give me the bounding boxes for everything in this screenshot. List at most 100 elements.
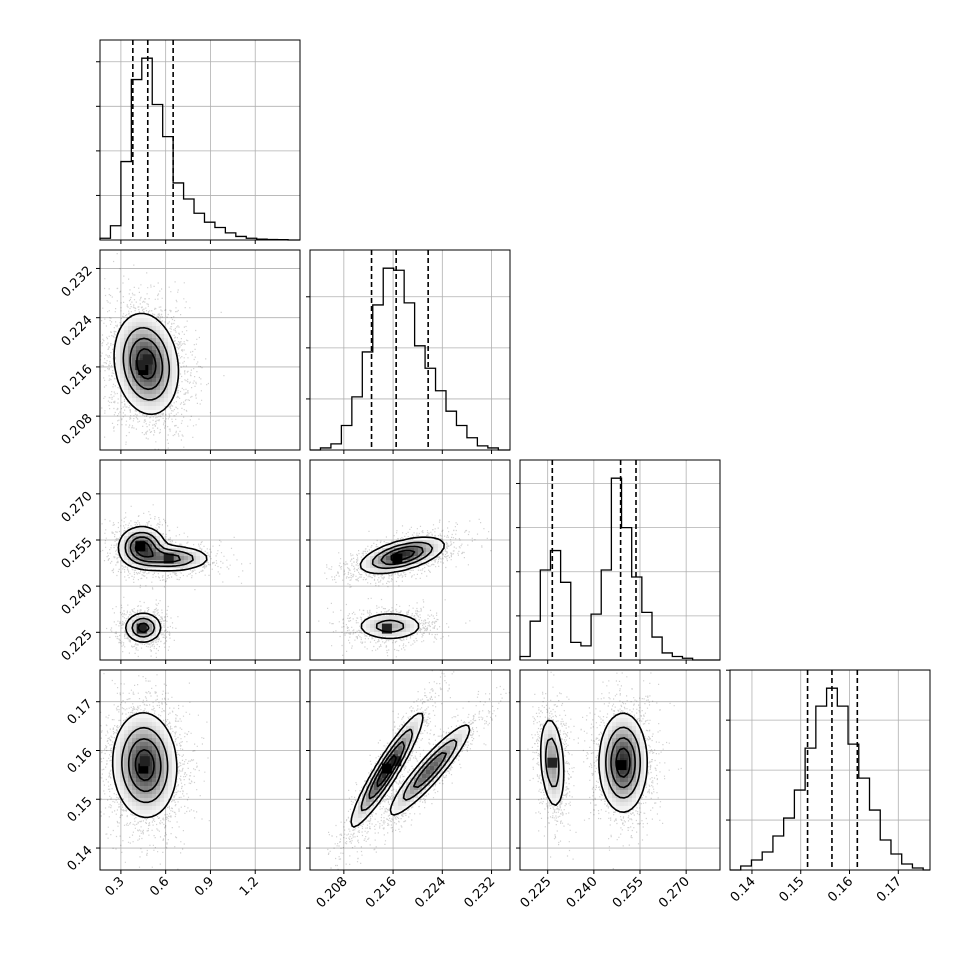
y-tick-label-1-3: 0.232 — [59, 264, 96, 301]
density-cell — [164, 354, 169, 359]
density-cell — [462, 726, 467, 731]
density-cell — [132, 314, 137, 319]
density-cell — [378, 786, 383, 791]
density-cell — [156, 730, 161, 735]
density-cell — [632, 742, 637, 747]
density-cell — [608, 798, 613, 803]
contour-level-3 — [390, 549, 416, 562]
density-cell — [148, 762, 153, 767]
density-cell — [370, 628, 375, 633]
density-cell — [386, 758, 391, 763]
density-cell — [148, 540, 153, 545]
density-cell — [370, 632, 375, 637]
density-cell — [164, 342, 169, 347]
density-cell — [156, 354, 161, 359]
density-cell — [140, 382, 145, 387]
density-cell — [172, 774, 177, 779]
density-cell — [556, 782, 561, 787]
density-cell — [132, 802, 137, 807]
density-cell — [128, 718, 133, 723]
density-cell — [422, 548, 427, 553]
density-cell — [552, 770, 557, 775]
density-cell — [148, 334, 153, 339]
density-cell — [366, 620, 371, 625]
density-cell — [156, 766, 161, 771]
density-cell — [152, 394, 157, 399]
density-cell — [422, 790, 427, 795]
density-cell — [132, 386, 137, 391]
density-cell — [168, 750, 173, 755]
density-cell — [132, 806, 137, 811]
density-cell — [120, 750, 125, 755]
density-cell — [600, 774, 605, 779]
density-cell — [132, 766, 137, 771]
density-cell — [378, 770, 383, 775]
density-cell — [164, 390, 169, 395]
panel-content — [310, 670, 510, 870]
density-cell — [140, 406, 145, 411]
density-cell — [128, 540, 133, 545]
density-cell — [128, 794, 133, 799]
density-cell — [552, 750, 557, 755]
density-cell — [620, 806, 625, 811]
density-cell — [386, 544, 391, 549]
density-cell — [450, 758, 455, 763]
density-cell — [394, 568, 399, 573]
density-cell — [160, 346, 165, 351]
density-cell — [144, 636, 149, 641]
density-cell — [164, 730, 169, 735]
y-tick-label-3-0: 0.14 — [65, 843, 96, 874]
density-cell — [152, 782, 157, 787]
density-cell — [552, 794, 557, 799]
density-cell — [136, 782, 141, 787]
density-cell — [410, 628, 415, 633]
density-cell — [140, 560, 145, 565]
density-cell — [358, 802, 363, 807]
density-cell — [144, 322, 149, 327]
density-cell — [152, 350, 157, 355]
density-cell — [196, 556, 201, 561]
density-cell — [128, 782, 133, 787]
density-cell — [422, 540, 427, 545]
density-cell — [612, 762, 617, 767]
density-cell — [374, 794, 379, 799]
density-cell — [540, 746, 545, 751]
density-cell — [136, 330, 141, 335]
density-cell — [172, 390, 177, 395]
density-cell — [164, 334, 169, 339]
scatter-panel-1-3 — [306, 669, 511, 874]
density-cell — [628, 734, 633, 739]
density-cell — [152, 362, 157, 367]
panel-frame — [309, 459, 511, 661]
density-cell — [152, 374, 157, 379]
density-cell — [156, 620, 161, 625]
density-cell — [124, 394, 129, 399]
density-cell — [112, 770, 117, 775]
density-cell — [390, 778, 395, 783]
density-cell — [410, 620, 415, 625]
density-cell — [434, 758, 439, 763]
density-cell — [144, 714, 149, 719]
density-cell — [406, 782, 411, 787]
density-cell — [124, 354, 129, 359]
density-cell — [620, 754, 625, 759]
density-cell — [544, 782, 549, 787]
density-cell — [128, 532, 133, 537]
density-cell — [116, 334, 121, 339]
density-cell — [128, 726, 133, 731]
density-cell — [124, 556, 129, 561]
density-cell — [168, 386, 173, 391]
density-cell — [148, 770, 153, 775]
density-cell — [132, 334, 137, 339]
density-cell — [426, 766, 431, 771]
density-cell — [406, 734, 411, 739]
density-cell — [148, 746, 153, 751]
density-cell — [144, 338, 149, 343]
density-cell — [124, 338, 129, 343]
density-cell — [410, 774, 415, 779]
scatter-panel-0-3 — [96, 669, 301, 874]
density-cell — [394, 628, 399, 633]
density-cell — [136, 742, 141, 747]
density-cell — [430, 540, 435, 545]
density-cell — [390, 628, 395, 633]
